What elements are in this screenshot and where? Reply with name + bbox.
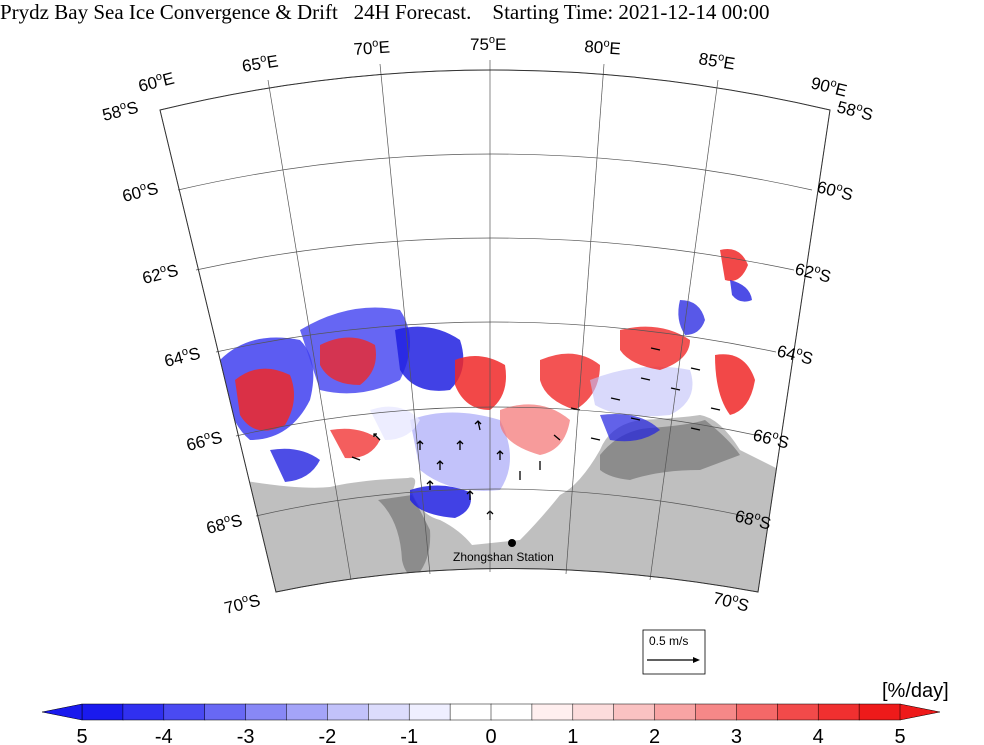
colorbar-bin [368,703,410,721]
lat-label-left-70: 70oS [222,590,262,618]
lat-label-right-68: 68oS [733,505,773,533]
convergence-field [220,249,755,518]
lat-label-right-62: 62oS [793,258,833,286]
colorbar-tick-label: 1 [567,726,578,745]
zhongshan-station-marker [508,539,516,547]
colorbar-tick-label: 4 [813,726,824,745]
lat-label-right-64: 64oS [775,340,815,368]
longitude-labels: 60oE 65oE 70oE 75oE 80oE 85oE 90oE [136,34,849,101]
lon-label-90: 90oE [809,72,849,100]
colorbar-bin [245,703,288,721]
colorbar-bin [122,703,165,721]
map-frame-outline [159,69,831,593]
colorbar-bin [204,703,247,721]
reference-vector-box: 0.5 m/s [642,629,706,675]
drift-vectors [351,347,721,520]
lat-label-left-62: 62oS [140,260,180,288]
colorbar-tick-label: 5 [894,726,905,745]
colorbar-tick-label: -3 [237,726,255,745]
chart-title: Prydz Bay Sea Ice Convergence & Drift 24… [0,0,770,24]
colorbar-tick-labels: 5 -4 -3 -2 -1 0 1 2 3 4 5 [76,726,905,745]
reference-vector-label: 0.5 m/s [649,634,688,648]
colorbar-bin [736,703,778,721]
colorbar-bin [163,703,206,721]
lon-label-80: 80oE [584,36,622,58]
colorbar-bin [695,703,737,721]
colorbar-max-extension [899,703,941,721]
amery-ice-shelf [378,495,431,578]
lat-label-left-68: 68oS [204,510,244,538]
lon-label-85: 85oE [697,48,736,73]
colorbar-tick-label: 2 [649,726,660,745]
latitude-labels-right: 58oS 60oS 62oS 64oS 66oS 68oS 70oS [711,96,875,615]
lat-label-left-64: 64oS [162,343,202,371]
lat-label-left-60: 60oS [120,178,160,206]
colorbar-bin [490,703,533,721]
colorbar-tick-label: 0 [485,726,496,745]
colorbar [41,703,941,721]
lon-label-60: 60oE [136,68,176,96]
colorbar-bin [654,703,697,721]
colorbar-bin [613,703,656,721]
latitude-labels-left: 58oS 60oS 62oS 64oS 66oS 68oS 70oS [100,97,262,618]
colorbar-bin [286,703,328,721]
colorbar-tick-label: -2 [319,726,337,745]
colorbar-tick-label: 3 [731,726,742,745]
colorbar-tick-label: -1 [400,726,418,745]
lat-label-left-58: 58oS [100,97,140,125]
lon-label-75: 75oE [470,34,506,54]
colorbar-bin [817,703,860,721]
lon-label-65: 65oE [240,51,279,76]
lat-label-right-70: 70oS [711,587,751,615]
colorbar-bin [858,703,901,721]
colorbar-bin [81,703,124,721]
zhongshan-station-label: Zhongshan Station [453,550,554,564]
colorbar-tick-label: 5 [76,726,87,745]
lat-label-right-58: 58oS [835,96,875,124]
colorbar-min-extension [41,703,83,721]
lat-label-right-60: 60oS [815,176,855,204]
colorbar-bin [777,703,819,721]
colorbar-bin [572,703,615,721]
lat-label-right-66: 66oS [751,424,791,452]
colorbar-bin [531,703,574,721]
lat-label-left-66: 66oS [184,427,224,455]
colorbar-unit: [%/day] [882,680,949,702]
colorbar-tick-label: -4 [155,726,173,745]
lon-label-70: 70oE [353,37,391,59]
colorbar-bin [327,703,369,721]
colorbar-bin [449,703,492,721]
colorbar-bin [408,703,451,721]
